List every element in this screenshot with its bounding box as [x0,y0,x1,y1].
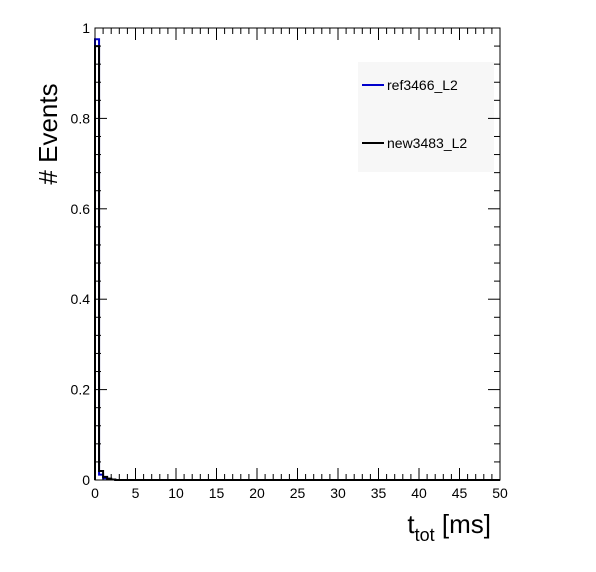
x-tick-label: 30 [330,485,346,501]
legend-label-new3483_L2: new3483_L2 [387,135,467,151]
y-axis-title: # Events [33,83,63,184]
axis-labels: 0 5 10 15 20 25 30 35 40 45 50 0 0.2 0.4 0.6 0.8 1 [71,20,508,501]
legend-label-ref3466_L2: ref3466_L2 [387,77,458,93]
x-axis-title-subscript: tot [415,525,435,545]
y-tick-label: 0.8 [71,110,91,126]
x-tick-label: 25 [290,485,306,501]
x-tick-label: 15 [209,485,225,501]
plot-frame [94,27,501,481]
x-tick-label: 40 [411,485,427,501]
x-axis-title: ttot [ms] [407,509,491,545]
y-tick-label: 0.6 [71,201,91,217]
y-tick-label: 0 [82,472,90,488]
x-tick-label: 10 [168,485,184,501]
y-tick-label: 1 [82,20,90,36]
x-axis-title-main: t [407,509,415,539]
y-tick-label: 0.2 [71,382,91,398]
x-tick-label: 45 [452,485,468,501]
axis-ticks [94,27,501,481]
x-tick-label: 35 [371,485,387,501]
x-tick-label: 20 [249,485,265,501]
x-tick-label: 0 [91,485,99,501]
x-tick-label: 5 [132,485,140,501]
legend: ref3466_L2 new3483_L2 [358,62,494,172]
legend-box [358,62,494,172]
x-tick-label: 50 [492,485,508,501]
y-tick-label: 0.4 [71,291,91,307]
x-axis-title-unit: [ms] [435,509,491,539]
